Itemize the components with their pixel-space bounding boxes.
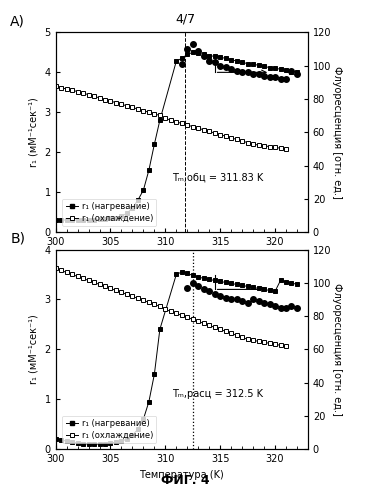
Y-axis label: r₁ (мМ⁻¹сек⁻¹): r₁ (мМ⁻¹сек⁻¹)	[29, 97, 39, 167]
Text: Tₘ,расц = 312.5 K: Tₘ,расц = 312.5 K	[172, 389, 263, 399]
Text: 4/7: 4/7	[175, 12, 196, 25]
X-axis label: Температура (K): Температура (K)	[139, 252, 224, 262]
Legend: r₁ (нагревание), r₁ (охлаждение): r₁ (нагревание), r₁ (охлаждение)	[62, 416, 156, 443]
Y-axis label: r₁ (мМ⁻¹сек⁻¹): r₁ (мМ⁻¹сек⁻¹)	[29, 314, 39, 384]
Y-axis label: Флуоресценция [отн. ед.]: Флуоресценция [отн. ед.]	[332, 283, 342, 416]
Y-axis label: Флуоресценция [отн. ед.]: Флуоресценция [отн. ед.]	[332, 66, 342, 199]
Text: Tₘ,обц = 311.83 K: Tₘ,обц = 311.83 K	[172, 172, 263, 182]
Text: A): A)	[10, 14, 25, 28]
Legend: r₁ (нагревание), r₁ (охлаждение): r₁ (нагревание), r₁ (охлаждение)	[62, 199, 156, 226]
X-axis label: Температура (K): Температура (K)	[139, 470, 224, 480]
Text: B): B)	[10, 232, 25, 246]
Text: ФИГ. 4: ФИГ. 4	[161, 474, 210, 487]
